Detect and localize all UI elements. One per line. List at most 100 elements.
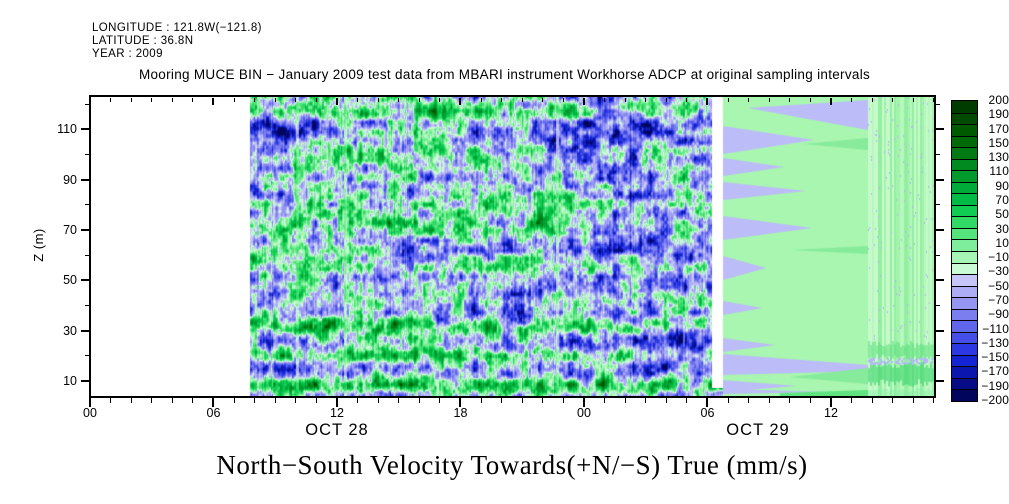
- y-axis-right-tick: [935, 279, 944, 282]
- y-axis-right-tick: [935, 329, 944, 332]
- location-header: LONGITUDE : 121.8W(−121.8) LATITUDE : 36…: [92, 22, 262, 60]
- y-tick-label: 50: [63, 273, 77, 288]
- colorbar-segment: [952, 309, 977, 320]
- x-axis-top-tick: [439, 98, 441, 102]
- x-axis-top-tick: [645, 98, 647, 102]
- x-axis-day-label: OCT 29: [726, 421, 790, 439]
- x-axis-tick: [851, 398, 853, 403]
- x-axis-top-tick: [851, 98, 853, 102]
- x-axis-top-tick: [212, 98, 215, 105]
- x-axis-top-tick: [562, 98, 564, 102]
- colorbar-tick-label: −700: [988, 293, 1009, 307]
- x-axis-tick: [418, 398, 420, 403]
- x-axis-tick: [582, 398, 585, 407]
- colorbar-tick-label: −1300: [981, 335, 1009, 350]
- x-axis-tick: [542, 398, 544, 403]
- colorbar-segment: [952, 378, 977, 389]
- y-tick-label: 30: [63, 323, 77, 338]
- colorbar-segment: [952, 343, 977, 355]
- y-axis-title: Z (m): [31, 228, 46, 262]
- x-axis-top-tick: [171, 98, 173, 102]
- y-axis-right-tick: [935, 379, 944, 382]
- x-tick-label: 18: [453, 406, 468, 420]
- y-axis-right-tick: [935, 154, 940, 156]
- x-axis-tick: [645, 398, 647, 403]
- x-axis-tick: [521, 398, 523, 403]
- x-tick-label: 12: [330, 406, 344, 420]
- x-axis-top-tick: [398, 98, 400, 102]
- colorbar-segment: [952, 216, 977, 228]
- x-axis-top-tick: [274, 98, 276, 102]
- x-axis-tick: [377, 398, 379, 403]
- x-axis-top-tick: [912, 98, 914, 102]
- y-axis-right-tick: [935, 128, 944, 131]
- colorbar-tick-label: 1100: [989, 164, 1009, 179]
- x-axis-top-tick: [192, 98, 194, 102]
- x-axis-tick: [439, 398, 441, 403]
- x-axis-tick: [789, 398, 791, 403]
- colorbar-segment: [952, 124, 977, 136]
- x-axis-tick: [706, 398, 709, 407]
- x-axis-tick: [335, 398, 338, 407]
- colorbar-segment: [952, 147, 977, 159]
- y-tick-label: 70: [63, 223, 77, 238]
- x-axis-top-tick: [315, 98, 317, 102]
- y-axis-tick: [81, 329, 90, 332]
- year-label: YEAR : 2009: [92, 47, 163, 60]
- x-axis-tick: [501, 398, 503, 403]
- x-axis-tick: [809, 398, 811, 403]
- colorbar-segment: [952, 366, 977, 378]
- x-axis-tick: [933, 398, 935, 403]
- x-axis-top-tick: [130, 98, 132, 102]
- longitude-label: LONGITUDE : 121.8W(−121.8): [92, 22, 262, 34]
- x-axis-tick: [892, 398, 894, 403]
- figure-caption: North−South Velocity Towards(+N/−S) True…: [216, 450, 808, 480]
- x-axis-top-tick: [871, 98, 873, 102]
- x-axis-top-tick: [686, 98, 688, 102]
- x-axis-tick: [398, 398, 400, 403]
- colorbar-tick-label: −1100: [982, 321, 1009, 336]
- colorbar-segment: [952, 274, 977, 286]
- y-axis-tick: [85, 204, 90, 206]
- colorbar-segment: [952, 193, 977, 205]
- colorbar-tick-label: −100: [988, 250, 1009, 265]
- colorbar-segment: [952, 205, 977, 216]
- y-axis-tick: [81, 128, 90, 131]
- x-axis-top-tick: [665, 98, 667, 102]
- x-axis-top-tick: [89, 98, 91, 105]
- colorbar-segment: [952, 332, 977, 343]
- x-axis-tick: [315, 398, 317, 403]
- x-axis-tick: [274, 398, 276, 403]
- colorbar: [951, 100, 978, 402]
- y-axis-right-tick: [935, 304, 940, 306]
- x-axis-tick: [192, 398, 194, 403]
- x-axis-top-tick: [789, 98, 791, 102]
- y-axis-right-tick: [935, 204, 940, 206]
- colorbar-segment: [952, 182, 977, 193]
- y-axis-tick: [81, 178, 90, 181]
- x-axis-top-tick: [582, 98, 585, 105]
- y-axis-right-tick: [935, 103, 940, 105]
- x-axis-tick: [130, 398, 132, 403]
- colorbar-tick-label: −300: [988, 264, 1009, 279]
- x-axis-tick: [480, 398, 482, 403]
- x-axis-top-tick: [706, 98, 709, 105]
- colorbar-tick-label: −500: [988, 278, 1009, 293]
- x-axis-top-tick: [357, 98, 359, 102]
- x-axis-top-tick: [768, 98, 770, 102]
- plot-title: Mooring MUCE BIN − January 2009 test dat…: [138, 67, 871, 82]
- colorbar-segment: [952, 113, 977, 124]
- y-tick-label: 90: [63, 172, 77, 187]
- x-axis-tick: [686, 398, 688, 403]
- x-axis-top-tick: [727, 98, 729, 102]
- colorbar-tick-label: −1500: [981, 350, 1009, 365]
- colorbar-segment: [952, 251, 977, 263]
- x-tick-label: 00: [577, 406, 591, 420]
- colorbar-tick-label: 300: [995, 221, 1009, 236]
- x-axis-tick: [912, 398, 914, 403]
- y-axis-right-tick: [935, 229, 944, 232]
- x-axis-top-tick: [501, 98, 503, 102]
- x-tick-label: 06: [206, 406, 221, 420]
- y-axis-tick: [81, 229, 90, 232]
